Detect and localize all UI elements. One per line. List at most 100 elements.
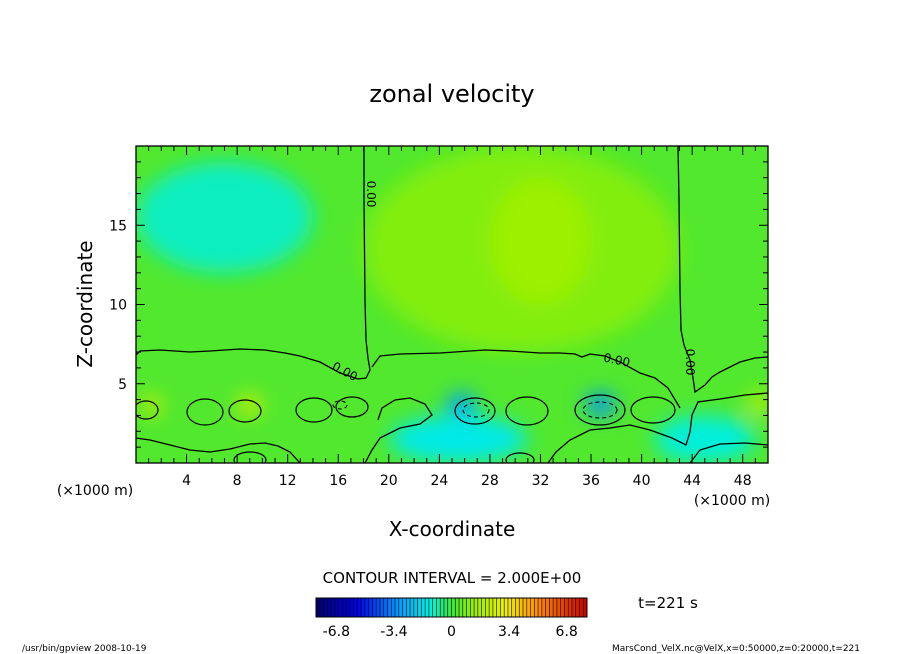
colorbar-tick-label: 6.8: [556, 624, 578, 640]
colorbar-segment: [496, 598, 501, 617]
contour-loop: [233, 451, 267, 463]
y-tick-label: 10: [109, 298, 127, 314]
colorbar-segment: [443, 598, 449, 617]
tick-marks: [136, 146, 768, 463]
contour-zero-lower-left: [136, 437, 301, 463]
contour-loop: [295, 397, 333, 423]
x-unit-right: (×1000 m): [694, 493, 770, 509]
colorbar-segment: [406, 598, 411, 617]
colorbar-segment: [364, 598, 369, 617]
colorbar-segment: [500, 598, 505, 617]
colorbar-segment: [575, 598, 580, 617]
heatmap-region: [445, 393, 478, 416]
colorbar-segment: [564, 598, 569, 617]
colorbar-segment: [545, 598, 550, 617]
colorbar-segment: [346, 598, 351, 617]
colorbar-segment: [477, 598, 482, 617]
colorbar-segment: [379, 598, 385, 617]
contour-loop: [335, 396, 369, 418]
colorbar-segment: [526, 598, 531, 617]
contour-loop: [574, 394, 626, 426]
contour-loop: [454, 397, 496, 425]
colorbar-segment: [383, 598, 388, 617]
colorbar-segment: [451, 598, 456, 617]
contour-loops: [136, 394, 676, 463]
colorbar-segment: [421, 598, 426, 617]
x-tick-label: 36: [582, 473, 600, 489]
colorbar-segment: [462, 598, 467, 617]
colorbar: [315, 598, 588, 617]
colorbar-segment: [391, 598, 396, 617]
contour-loop: [505, 452, 535, 463]
x-tick-label: 4: [182, 473, 191, 489]
chart-title: zonal velocity: [369, 80, 534, 108]
contour-loop: [630, 396, 676, 424]
footer-left: /usr/bin/gpview 2008-10-19: [22, 644, 147, 654]
contour-zero-lower-mid: [364, 397, 433, 463]
colorbar-segment: [519, 598, 524, 617]
contour-label: 0.00: [364, 181, 378, 208]
colorbar-segment: [342, 598, 347, 617]
colorbar-segment: [507, 598, 513, 617]
x-tick-label: 20: [380, 473, 398, 489]
colorbar-segment: [413, 598, 418, 617]
contour-negative-loop: [462, 402, 490, 418]
colorbar-segment: [357, 598, 362, 617]
colorbar-segment: [349, 598, 354, 617]
contour-loop: [136, 400, 159, 420]
colorbar-segment: [455, 598, 460, 617]
colorbar-segment: [560, 598, 565, 617]
colorbar-segment: [425, 598, 430, 617]
colorbar-segment: [436, 598, 441, 617]
colorbar-tick-label: -3.4: [380, 624, 407, 640]
colorbar-frame: [315, 597, 588, 618]
colorbar-segment: [338, 598, 343, 617]
colorbar-segment: [504, 598, 509, 617]
colorbar-segment: [428, 598, 433, 617]
colorbar-segment: [353, 598, 358, 617]
colorbar-segment: [571, 598, 577, 617]
colorbar-segment: [331, 598, 336, 617]
colorbar-segment: [515, 598, 520, 617]
contour-label: 0.00: [683, 349, 697, 376]
heatmap-region: [388, 415, 528, 463]
contour-zero-bottom-right: [689, 442, 768, 463]
colorbar-segment: [553, 598, 558, 617]
colorbar-segment: [481, 598, 486, 617]
heatmap-region: [142, 394, 162, 416]
colorbar-segment: [474, 598, 479, 617]
colorbar-segment: [319, 598, 324, 617]
colorbar-segment: [395, 598, 400, 617]
colorbar-segment: [334, 598, 339, 617]
x-tick-label: 24: [430, 473, 448, 489]
colorbar-segment: [534, 598, 539, 617]
heatmap-region: [489, 177, 592, 305]
contour-negative-loop: [582, 401, 618, 419]
contour-negative-loop: [332, 400, 348, 410]
contour-zero-lower-right: [547, 392, 768, 463]
contour-interval: CONTOUR INTERVAL = 2.000E+00: [323, 569, 582, 587]
colorbar-segment: [316, 598, 321, 617]
colorbar-tick-label: -6.8: [323, 624, 350, 640]
x-tick-label: 44: [683, 473, 701, 489]
contour-zero-upper: [136, 146, 371, 380]
contour-loop: [505, 396, 549, 426]
x-tick-label: 28: [481, 473, 499, 489]
colorbar-segment: [402, 598, 407, 617]
colorbar-segment: [485, 598, 490, 617]
colorbar-segment: [511, 598, 516, 617]
x-tick-label: 8: [233, 473, 242, 489]
colorbar-tick-label: 0: [447, 624, 456, 640]
x-tick-label: 16: [329, 473, 347, 489]
colorbar-segment: [361, 598, 366, 617]
colorbar-segment: [489, 598, 494, 617]
x-tick-label: 12: [279, 473, 297, 489]
contour-zero-right: [677, 146, 768, 394]
contour-negative-loops: [332, 400, 618, 419]
contour-loop: [228, 399, 262, 423]
x-tick-label: 32: [532, 473, 550, 489]
contour-loop: [186, 398, 224, 426]
colorbar-segment: [376, 598, 381, 617]
footer-right: MarsCond_VelX.nc@VelX,x=0:50000,z=0:2000…: [612, 644, 860, 654]
